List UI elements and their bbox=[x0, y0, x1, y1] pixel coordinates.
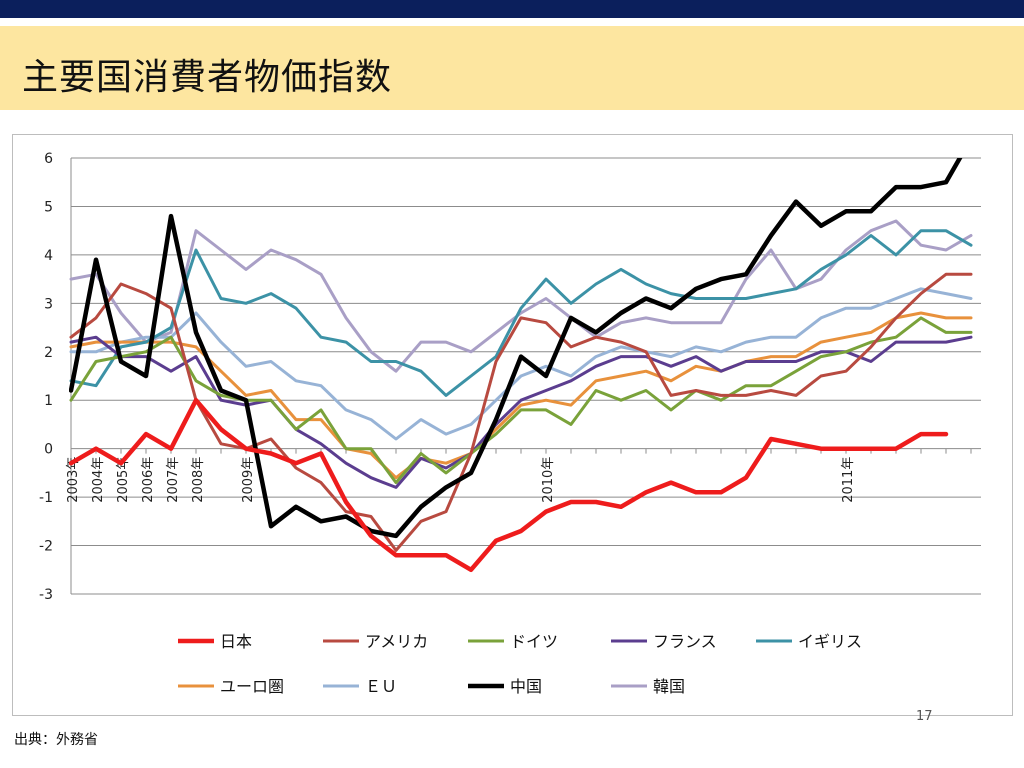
x-tick-label: 2004年 bbox=[91, 457, 106, 503]
y-tick-label: 3 bbox=[44, 296, 53, 312]
series-line-アメリカ bbox=[69, 272, 973, 552]
legend-label: 韓国 bbox=[653, 677, 685, 696]
x-tick-label: 2003年 bbox=[66, 457, 81, 503]
y-tick-label: -3 bbox=[39, 587, 53, 603]
y-tick-label: 2 bbox=[44, 345, 53, 361]
x-tick-label: 2006年 bbox=[141, 457, 156, 503]
source-note: 出典：外務省 bbox=[14, 732, 98, 748]
y-tick-label: -2 bbox=[39, 539, 53, 555]
x-tick-label: 2008年 bbox=[191, 457, 206, 503]
y-tick-label: 1 bbox=[44, 393, 53, 409]
y-tick-label: 5 bbox=[44, 199, 53, 215]
y-tick-label: 6 bbox=[44, 151, 53, 167]
legend-label: ＥＵ bbox=[365, 677, 397, 696]
chart-frame: 6 5 4 3 2 1 0 -1 -2 -3 2003年 2004年 2005年 2006年 2007年 20… bbox=[12, 134, 1013, 716]
legend-label: イギリス bbox=[798, 632, 862, 651]
series-line-ドイツ bbox=[69, 316, 973, 485]
top-bar bbox=[0, 0, 1024, 18]
x-tick-label: 2011年 bbox=[841, 457, 856, 503]
legend-label: フランス bbox=[653, 632, 717, 651]
series-line-イギリス bbox=[69, 229, 973, 397]
x-tick-label: 2009年 bbox=[241, 457, 256, 503]
legend-label: 日本 bbox=[220, 632, 252, 651]
x-tick-label: 2005年 bbox=[116, 457, 131, 503]
x-tick-label: 2007年 bbox=[166, 457, 181, 503]
legend-label: アメリカ bbox=[365, 632, 428, 651]
legend-label: 中国 bbox=[510, 677, 542, 696]
series-line-ＥＵ bbox=[69, 287, 973, 441]
y-tick-label: 4 bbox=[44, 248, 53, 264]
y-tick-label: -1 bbox=[39, 490, 53, 506]
title-band bbox=[0, 26, 1024, 110]
series-line-ユーロ圏 bbox=[69, 311, 973, 480]
series-line-中国 bbox=[69, 158, 963, 539]
series-line-韓国 bbox=[69, 219, 973, 373]
page-number: 17 bbox=[916, 709, 933, 724]
legend-label: ユーロ圏 bbox=[220, 677, 284, 696]
x-tick-label: 2010年 bbox=[541, 457, 556, 503]
y-tick-label: 0 bbox=[44, 442, 53, 458]
legend-label: ドイツ bbox=[510, 632, 558, 651]
cpi-line-chart: 6 5 4 3 2 1 0 -1 -2 -3 2003年 2004年 2005年 2006年 2007年 20… bbox=[39, 151, 981, 696]
series-line-フランス bbox=[69, 335, 973, 489]
series-line-日本 bbox=[69, 397, 949, 573]
slide-title: 主要国消費者物価指数 bbox=[22, 57, 393, 98]
